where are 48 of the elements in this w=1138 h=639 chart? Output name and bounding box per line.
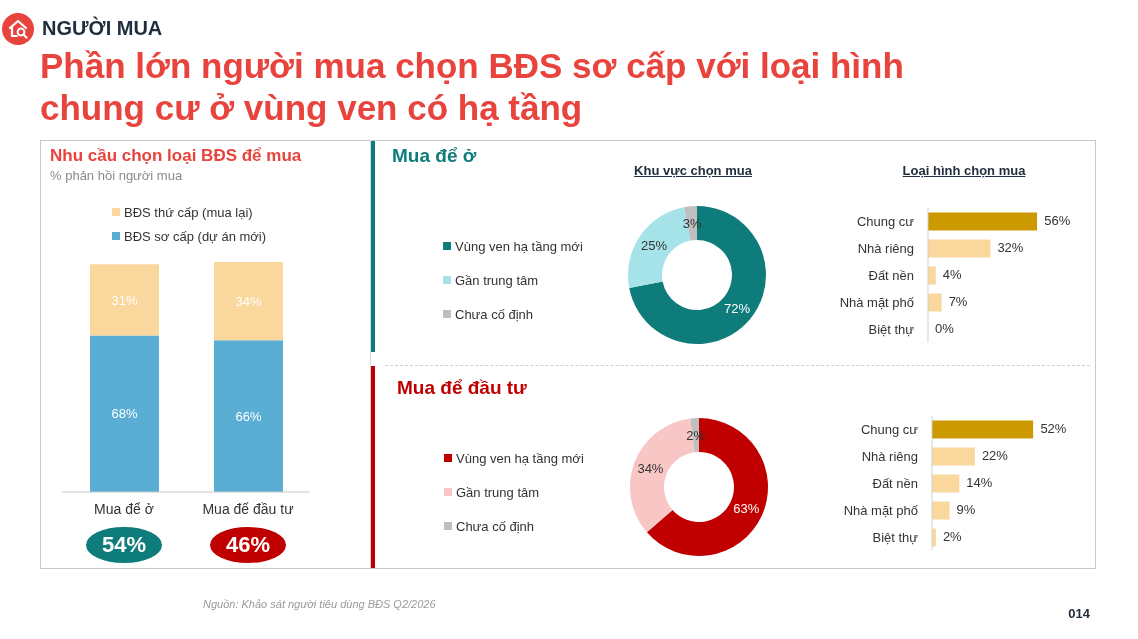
data-label: 72% xyxy=(724,300,751,316)
legend-label: BĐS thứ cấp (mua lại) xyxy=(124,204,253,220)
data-label: 32% xyxy=(997,240,1024,255)
data-label: 0% xyxy=(935,321,954,336)
legend-label: BĐS sơ cấp (dự án mới) xyxy=(124,228,267,244)
data-label: 66% xyxy=(235,408,262,424)
text: Phần lớn người mua chọn BĐS sơ cấp với loại hình chung cư ở vùng ven có hạ tầng xyxy=(40,46,904,127)
y-tick-label: Chung cư xyxy=(860,421,919,437)
data-label: 31% xyxy=(111,292,138,308)
data-label: 14% xyxy=(966,475,993,490)
y-tick-label: Nhà mặt phố xyxy=(839,294,914,310)
data-label: 68% xyxy=(111,406,138,422)
y-tick-label: Biệt thự xyxy=(868,321,915,337)
data-label: 63% xyxy=(733,501,760,517)
chart-subtitle: Khu vực chọn mua xyxy=(634,163,752,178)
text: NGƯỜI MUA xyxy=(42,17,163,39)
y-tick-label: Đất nền xyxy=(872,475,918,491)
y-tick-label: Nhà riêng xyxy=(861,448,918,464)
oval-badge: 54% xyxy=(86,527,162,563)
y-tick-label: Biệt thự xyxy=(872,529,919,545)
data-label: 56% xyxy=(1044,213,1071,228)
y-tick-label: Đất nền xyxy=(868,267,914,283)
legend-label: Vùng ven hạ tầng mới xyxy=(456,450,584,466)
data-label: 9% xyxy=(956,502,976,517)
chart-subtitle: % phản hồi người mua xyxy=(50,168,183,183)
data-label: 34% xyxy=(235,293,262,309)
text: Nguồn: Khảo sát người tiêu dùng BĐS Q2/2026 xyxy=(203,598,436,610)
data-label: 22% xyxy=(981,448,1008,463)
chart-title: Nhu cầu chọn loại BĐS để mua xyxy=(50,146,302,165)
chart-title: Loại hình chọn mua xyxy=(902,163,1026,178)
oval-badge: 46% xyxy=(210,527,286,563)
data-label: 25% xyxy=(640,238,668,254)
legend-label: Gần trung tâm xyxy=(455,272,539,288)
legend-label: Vùng ven hạ tầng mới xyxy=(455,238,583,254)
text: 014 xyxy=(1068,606,1090,621)
legend-label: Chưa cố định xyxy=(455,306,534,322)
legend-label: Gần trung tâm xyxy=(456,484,540,500)
data-label: 4% xyxy=(942,267,962,282)
data-label: 7% xyxy=(948,294,968,309)
data-label: 34% xyxy=(637,460,664,476)
chart-title: Mua để đầu tư xyxy=(397,377,527,398)
y-tick-label: Nhà riêng xyxy=(857,240,914,256)
chart-title: Mua để ở xyxy=(392,145,477,166)
legend-label: Chưa cố định xyxy=(456,518,535,534)
data-label: 52% xyxy=(1040,421,1067,436)
y-tick-label: Chung cư xyxy=(856,213,915,229)
y-tick-label: Nhà mặt phố xyxy=(843,502,918,518)
data-label: 2% xyxy=(942,529,962,544)
